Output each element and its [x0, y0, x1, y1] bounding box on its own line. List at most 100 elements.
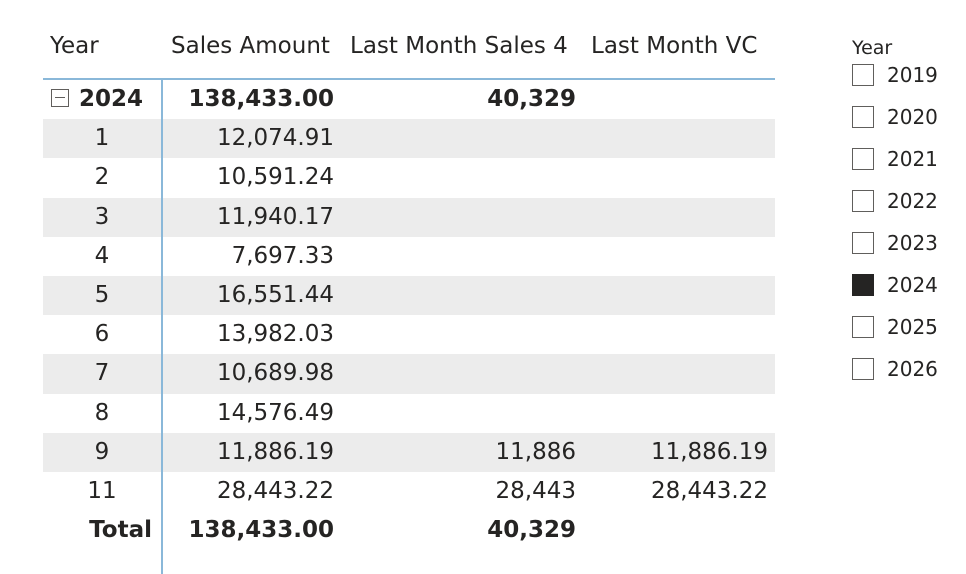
row-last-month-vc: [583, 394, 775, 433]
row-month: 6: [94, 321, 110, 348]
slicer-item[interactable]: 2026: [852, 357, 962, 400]
table-row: 8 14,576.49: [43, 394, 775, 433]
group-last-month-sales-4: 40,329: [487, 86, 576, 112]
row-last-month-sales-4: [341, 394, 583, 433]
row-month: 2: [94, 164, 110, 191]
slicer-item[interactable]: 2024: [852, 273, 962, 316]
table-row: 9 11,886.19 11,886 11,886.19: [43, 432, 775, 472]
row-band: [43, 119, 775, 159]
table-row: 7 10,689.98: [43, 354, 775, 394]
row-last-month-vc: [583, 276, 775, 315]
slicer-item-label[interactable]: 2023: [887, 231, 938, 255]
row-last-month-sales-4: [341, 237, 583, 276]
group-row-2024: 2024 138,433.00 40,329: [43, 80, 775, 119]
checkbox[interactable]: [852, 232, 874, 254]
slicer-item-label[interactable]: 2021: [887, 147, 938, 171]
column-header-last-month-vc[interactable]: Last Month VC: [591, 33, 758, 59]
checkbox[interactable]: [852, 64, 874, 86]
matrix-visual: Year Sales Amount Last Month Sales 4 Las…: [43, 22, 775, 574]
group-row-label: 2024: [79, 86, 144, 112]
column-header-last-month-sales-4[interactable]: Last Month Sales 4: [350, 33, 568, 59]
row-last-month-vc: [583, 237, 775, 276]
table-row: 6 13,982.03: [43, 315, 775, 354]
group-row-header: 2024: [43, 80, 161, 119]
row-sales-amount: 10,689.98: [216, 360, 334, 387]
row-band: [43, 432, 775, 472]
row-month: 7: [94, 360, 110, 387]
total-row: Total 138,433.00 40,329: [43, 511, 775, 550]
checkbox[interactable]: [852, 316, 874, 338]
row-last-month-sales-4: [341, 315, 583, 354]
group-sales-amount: 138,433.00: [188, 86, 334, 112]
table-row: 2 10,591.24: [43, 158, 775, 197]
row-last-month-vc: [583, 119, 775, 158]
row-band: [43, 197, 775, 237]
row-last-month-sales-4: [341, 158, 583, 197]
year-slicer: Year 2019 2020 2021 2022 2023 2024 2025 …: [852, 36, 962, 400]
group-last-month-vc: [583, 80, 775, 119]
table-row: 5 16,551.44: [43, 275, 775, 316]
row-sales-amount: 16,551.44: [216, 281, 334, 308]
matrix-header-row: Year Sales Amount Last Month Sales 4 Las…: [43, 22, 775, 80]
column-header-sales-amount[interactable]: Sales Amount: [171, 33, 330, 59]
row-sales-amount: 7,697.33: [231, 242, 334, 269]
row-month: 11: [87, 477, 117, 504]
total-sales-amount: 138,433.00: [188, 517, 334, 544]
row-last-month-vc: [583, 315, 775, 354]
row-last-month-vc: [583, 354, 775, 393]
row-month: 3: [94, 203, 110, 230]
row-month: 1: [94, 125, 110, 152]
total-label: Total: [89, 517, 152, 544]
slicer-item-label[interactable]: 2025: [887, 315, 938, 339]
row-band: [43, 275, 775, 316]
table-row: 1 12,074.91: [43, 119, 775, 159]
table-row: 3 11,940.17: [43, 197, 775, 237]
row-last-month-sales-4: [341, 276, 583, 315]
row-month: 9: [94, 438, 110, 465]
row-month: 4: [94, 242, 110, 269]
table-row: 11 28,443.22 28,443 28,443.22: [43, 472, 775, 511]
total-last-month-vc: [583, 511, 775, 550]
row-sales-amount: 13,982.03: [216, 321, 334, 348]
slicer-item-label[interactable]: 2024: [887, 273, 938, 297]
row-sales-amount: 14,576.49: [216, 399, 334, 426]
checkbox[interactable]: [852, 106, 874, 128]
row-sales-amount: 12,074.91: [216, 125, 334, 152]
row-sales-amount: 11,886.19: [216, 438, 334, 465]
row-last-month-sales-4: 28,443: [495, 477, 576, 504]
checkbox[interactable]: [852, 358, 874, 380]
slicer-item[interactable]: 2022: [852, 189, 962, 232]
slicer-item[interactable]: 2023: [852, 231, 962, 274]
row-month: 5: [94, 281, 110, 308]
slicer-item-label[interactable]: 2019: [887, 63, 938, 87]
row-sales-amount: 28,443.22: [216, 477, 334, 504]
column-header-year[interactable]: Year: [50, 33, 99, 59]
slicer-item[interactable]: 2019: [852, 63, 962, 106]
row-last-month-sales-4: [341, 198, 583, 237]
checkbox[interactable]: [852, 148, 874, 170]
row-last-month-sales-4: 11,886: [495, 438, 576, 465]
checkbox[interactable]: [852, 190, 874, 212]
row-last-month-vc: [583, 198, 775, 237]
slicer-item[interactable]: 2021: [852, 147, 962, 190]
slicer-title: Year: [852, 37, 893, 59]
total-last-month-sales-4: 40,329: [487, 517, 576, 544]
slicer-item-label[interactable]: 2022: [887, 189, 938, 213]
row-last-month-sales-4: [341, 119, 583, 158]
row-last-month-vc: 11,886.19: [650, 438, 768, 465]
matrix-body: 2024 138,433.00 40,329 1 12,074.91 2 10,…: [43, 80, 775, 550]
checkbox-checked[interactable]: [852, 274, 874, 296]
slicer-item-label[interactable]: 2026: [887, 357, 938, 381]
slicer-item[interactable]: 2020: [852, 105, 962, 148]
table-row: 4 7,697.33: [43, 237, 775, 276]
row-last-month-vc: 28,443.22: [650, 477, 768, 504]
slicer-item[interactable]: 2025: [852, 315, 962, 358]
row-sales-amount: 11,940.17: [216, 203, 334, 230]
row-last-month-sales-4: [341, 354, 583, 393]
row-band: [43, 354, 775, 394]
row-month: 8: [94, 399, 110, 426]
row-last-month-vc: [583, 158, 775, 197]
row-sales-amount: 10,591.24: [216, 164, 334, 191]
collapse-icon[interactable]: [51, 88, 69, 107]
slicer-item-label[interactable]: 2020: [887, 105, 938, 129]
